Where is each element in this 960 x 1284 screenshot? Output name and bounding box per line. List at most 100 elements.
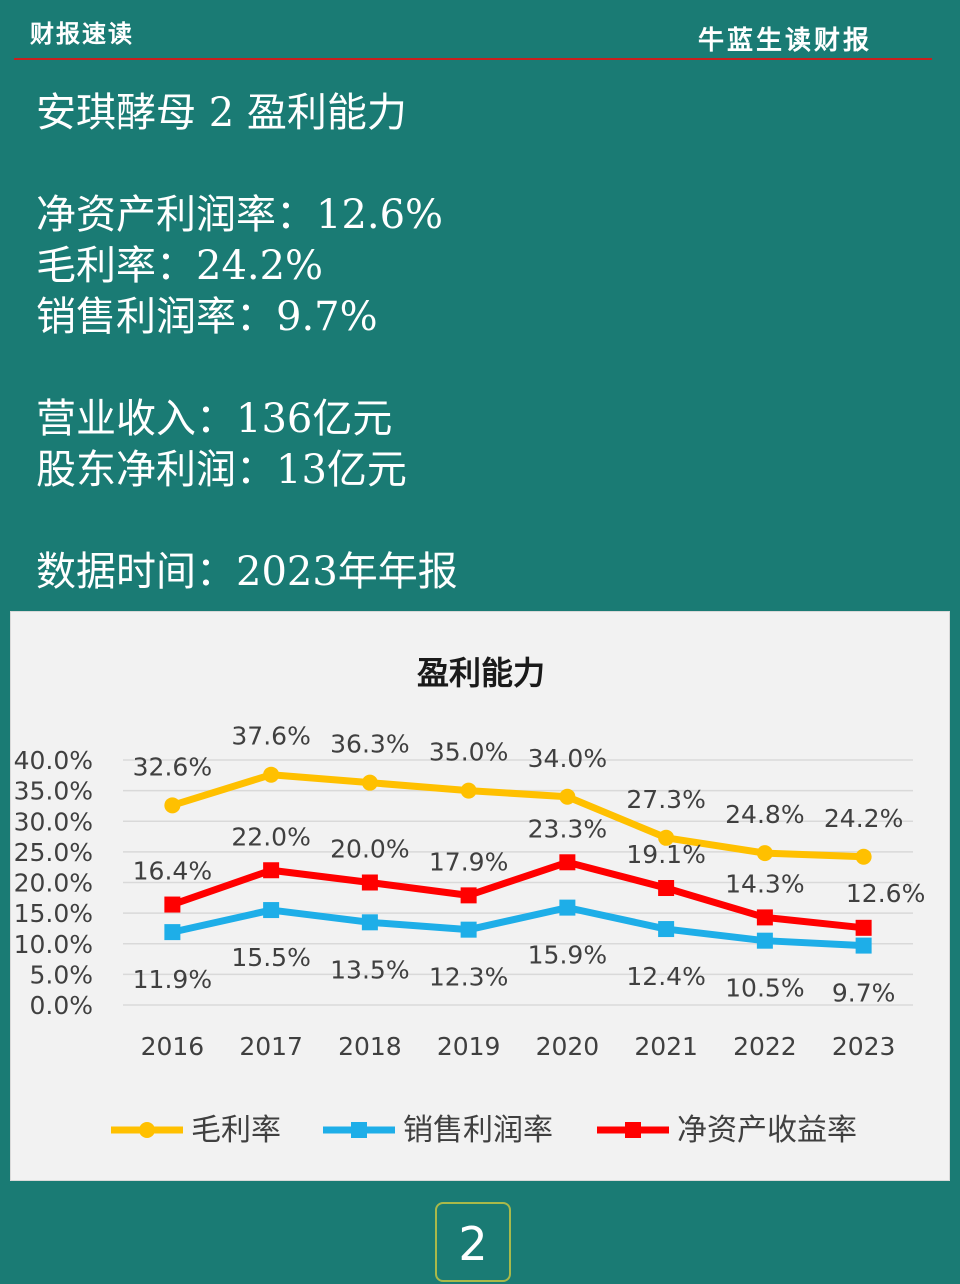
data-point bbox=[658, 880, 675, 897]
data-point bbox=[361, 874, 378, 891]
data-label: 15.5% bbox=[231, 943, 310, 972]
data-label: 32.6% bbox=[133, 752, 212, 781]
data-point bbox=[263, 766, 280, 783]
data-point bbox=[460, 782, 477, 799]
y-tick-label: 25.0% bbox=[14, 838, 93, 867]
series-2: 16.4% 22.0% 20.0% 17.9% 23.3% 19.1% 14.3% 12.6% bbox=[133, 814, 925, 936]
data-point bbox=[361, 774, 378, 791]
data-label: 24.2% bbox=[824, 804, 903, 833]
data-point bbox=[855, 937, 872, 954]
data-point bbox=[361, 914, 378, 931]
data-label: 19.1% bbox=[626, 840, 705, 869]
data-label: 11.9% bbox=[133, 965, 212, 994]
header-divider bbox=[14, 58, 932, 60]
header: 财报速读 牛蓝生读财报 bbox=[0, 0, 960, 62]
data-label: 37.6% bbox=[231, 722, 310, 751]
legend-marker bbox=[625, 1122, 641, 1138]
y-tick-label: 5.0% bbox=[29, 960, 93, 989]
x-tick-label: 2019 bbox=[437, 1032, 501, 1061]
y-tick-label: 15.0% bbox=[14, 899, 93, 928]
data-point bbox=[460, 887, 477, 904]
series-line bbox=[171, 904, 864, 950]
y-axis-ticks: 40.0%35.0%30.0%25.0%20.0%15.0%10.0%5.0%0… bbox=[14, 746, 93, 1020]
data-point bbox=[164, 797, 181, 814]
y-tick-label: 20.0% bbox=[14, 869, 93, 898]
data-point bbox=[855, 848, 872, 865]
y-tick-label: 30.0% bbox=[14, 807, 93, 836]
chart-panel: 盈利能力 40.0% 35.0% 30.0% 25.0% 20.0% 15.0% 10.0%… bbox=[10, 611, 950, 1181]
data-point bbox=[460, 921, 477, 938]
data-label: 34.0% bbox=[528, 744, 607, 773]
data-label: 35.0% bbox=[429, 738, 508, 767]
data-point bbox=[164, 896, 181, 913]
data-label: 13.5% bbox=[330, 955, 409, 984]
data-point bbox=[658, 921, 675, 938]
revenue-line: 营业收入：136亿元 bbox=[36, 396, 393, 442]
summary-block: 安琪酵母 2 盈利能力 净资产利润率：12.6% 毛利率：24.2% 销售利润率… bbox=[36, 88, 458, 598]
data-point bbox=[559, 854, 576, 871]
series-line bbox=[171, 858, 864, 932]
data-point bbox=[559, 899, 576, 916]
legend-label: 净资产收益率 bbox=[677, 1113, 857, 1148]
y-tick-label: 40.0% bbox=[14, 746, 93, 775]
brand-title: 财报速读 bbox=[30, 20, 134, 48]
legend-marker bbox=[139, 1122, 155, 1138]
series-title: 牛蓝生读财报 bbox=[697, 26, 872, 56]
data-label: 22.0% bbox=[231, 822, 310, 851]
x-tick-label: 2021 bbox=[634, 1032, 698, 1061]
x-tick-label: 2016 bbox=[141, 1032, 205, 1061]
legend-item-2: 净资产收益率 bbox=[597, 1113, 857, 1148]
data-label: 12.3% bbox=[429, 963, 508, 992]
data-label: 12.4% bbox=[626, 962, 705, 991]
data-point bbox=[855, 919, 872, 936]
data-point bbox=[263, 902, 280, 919]
net-margin-line: 销售利润率：9.7% bbox=[36, 294, 378, 340]
y-tick-label: 10.0% bbox=[14, 930, 93, 959]
roe-line: 净资产利润率：12.6% bbox=[36, 192, 444, 238]
data-label: 9.7% bbox=[832, 979, 896, 1008]
series-line bbox=[171, 771, 864, 861]
data-label: 36.3% bbox=[330, 730, 409, 759]
data-label: 27.3% bbox=[626, 785, 705, 814]
y-tick-label: 0.0% bbox=[29, 991, 93, 1020]
data-label: 24.8% bbox=[725, 800, 804, 829]
data-point bbox=[658, 829, 675, 846]
series-layer: 32.6% 37.6% 36.3% 35.0% 34.0% 27.3% 24.8% 24.2%… bbox=[133, 722, 926, 1008]
x-tick-label: 2023 bbox=[832, 1032, 896, 1061]
data-label: 20.0% bbox=[330, 835, 409, 864]
series-1: 11.9% 15.5% 13.5% 12.3% 15.9% 12.4% 10.5% 9.7% bbox=[133, 899, 896, 1008]
data-label: 12.6% bbox=[846, 879, 925, 908]
legend-item-0: 毛利率 bbox=[111, 1113, 281, 1148]
legend-item-1: 销售利润率 bbox=[323, 1113, 553, 1148]
data-point bbox=[263, 862, 280, 879]
data-label: 10.5% bbox=[725, 974, 804, 1003]
data-point bbox=[756, 845, 773, 862]
data-label: 16.4% bbox=[133, 857, 212, 886]
page-number: 2 bbox=[435, 1202, 511, 1282]
legend-label: 销售利润率 bbox=[403, 1113, 553, 1148]
profitability-chart: 盈利能力 40.0%35.0%30.0%25.0%20.0%15.0%10.0%… bbox=[14, 654, 926, 1148]
data-label: 14.3% bbox=[725, 869, 804, 898]
gross-margin-line: 毛利率：24.2% bbox=[36, 243, 324, 289]
legend-label: 毛利率 bbox=[191, 1113, 281, 1148]
x-tick-label: 2018 bbox=[338, 1032, 402, 1061]
legend: 毛利率 销售利润率 净资产收益率 bbox=[111, 1113, 857, 1148]
legend-marker bbox=[351, 1122, 367, 1138]
series-0: 32.6% 37.6% 36.3% 35.0% 34.0% 27.3% 24.8% 24.2% bbox=[133, 722, 903, 865]
net-profit-line: 股东净利润：13亿元 bbox=[36, 447, 407, 493]
data-label: 17.9% bbox=[429, 847, 508, 876]
x-tick-label: 2020 bbox=[536, 1032, 600, 1061]
x-tick-label: 2017 bbox=[239, 1032, 303, 1061]
data-point bbox=[164, 924, 181, 941]
data-time-line: 数据时间：2023年年报 bbox=[36, 549, 458, 595]
data-point bbox=[559, 788, 576, 805]
chart-title: 盈利能力 bbox=[417, 654, 545, 692]
data-label: 23.3% bbox=[528, 814, 607, 843]
y-tick-label: 35.0% bbox=[14, 777, 93, 806]
data-label: 15.9% bbox=[528, 941, 607, 970]
data-point bbox=[756, 932, 773, 949]
data-point bbox=[756, 909, 773, 926]
summary-heading: 安琪酵母 2 盈利能力 bbox=[36, 90, 407, 136]
x-axis-ticks: 2016 2017 2018 2019 2020 2021 2022 2023 bbox=[141, 1032, 896, 1061]
x-tick-label: 2022 bbox=[733, 1032, 797, 1061]
